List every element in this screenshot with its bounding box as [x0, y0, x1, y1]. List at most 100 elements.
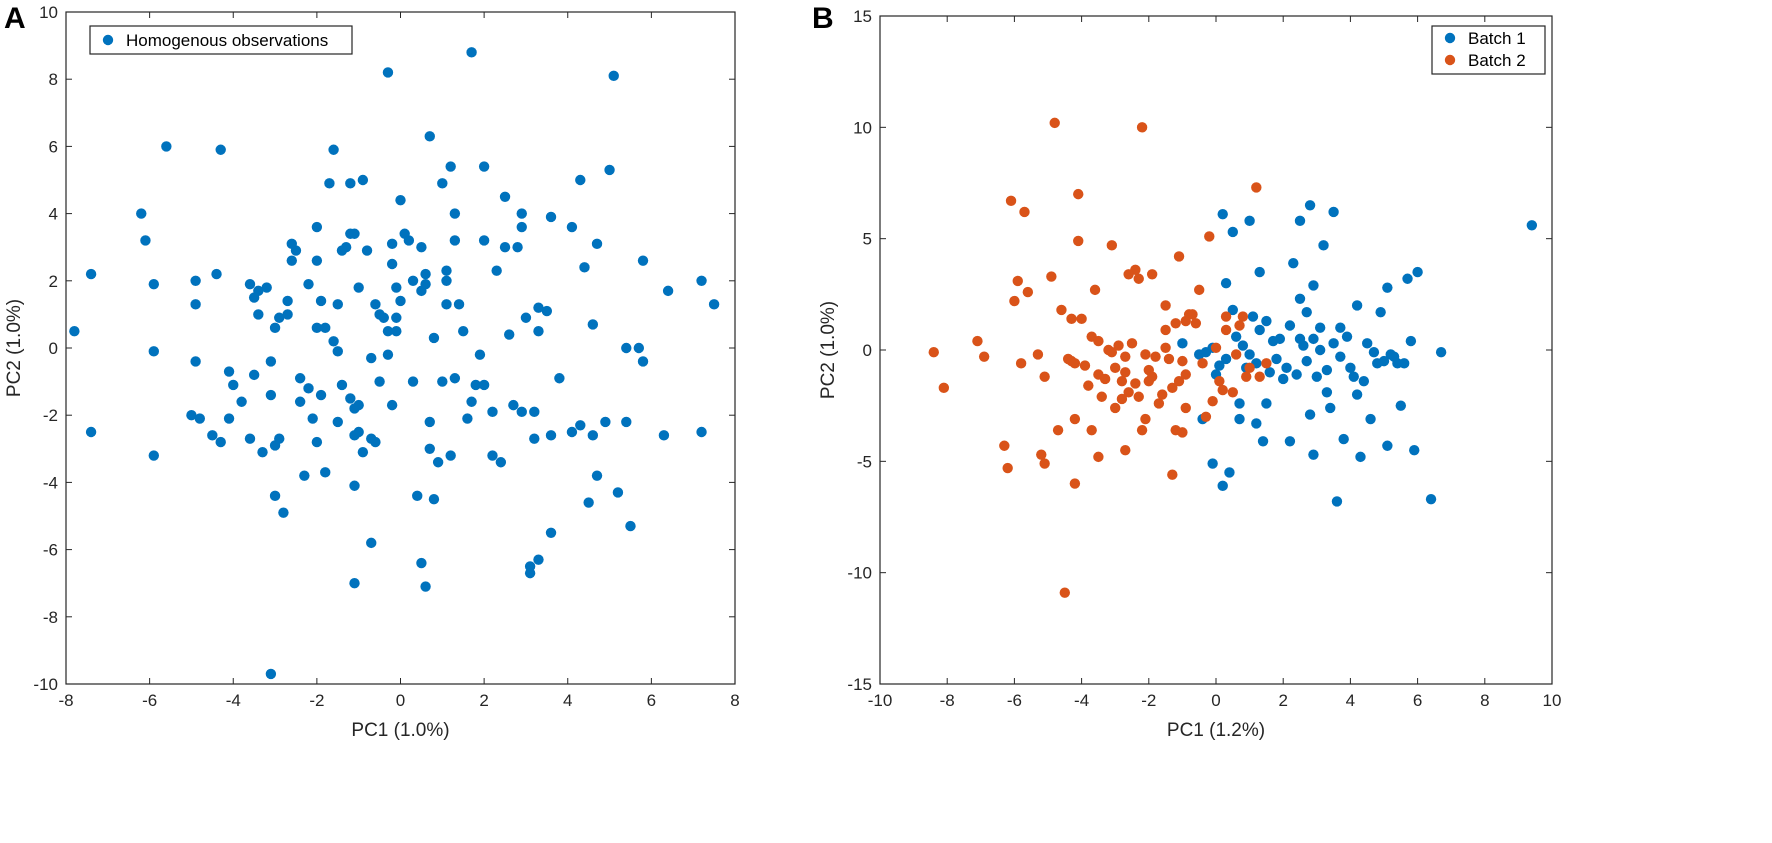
panel-a-data-point [340, 242, 352, 253]
panel-a-data-point [445, 161, 456, 172]
panel-a-data-point [366, 537, 377, 549]
panel-b-ytick-label: -10 [847, 564, 872, 583]
panel-a-data-point [529, 406, 540, 418]
panel-b-data-point [1278, 373, 1289, 385]
panel-b-data-point [1177, 355, 1188, 367]
panel-a-data-point [382, 349, 394, 360]
panel-a-legend-box [89, 25, 353, 55]
panel-a-data-point [520, 312, 532, 323]
panel-b-data-point [1261, 358, 1272, 369]
panel-b-data-point [1032, 349, 1044, 360]
panel-a-data-point [136, 208, 147, 219]
panel-a-data-point [290, 245, 302, 256]
panel-b-data-point [1304, 409, 1316, 420]
panel-b-data-point [1106, 347, 1118, 358]
panel-b-data-point [1136, 424, 1148, 436]
panel-b-data-point [1234, 320, 1245, 331]
panel-b-data-point [1325, 402, 1336, 414]
panel-a-data-point [386, 399, 398, 411]
panel-b-data-point [1214, 360, 1225, 371]
panel-a-data-point [190, 275, 201, 286]
panel-a-data-point [257, 446, 268, 458]
panel-b-data-point [1368, 347, 1380, 358]
panel-b-data-point [1251, 182, 1262, 193]
panel-b-data-point [1066, 313, 1077, 325]
panel-b-data-point [1348, 371, 1359, 382]
panel-a-data-point [349, 578, 360, 589]
panel-a-data-point [386, 258, 398, 270]
panel-a-data-point [374, 376, 385, 387]
panel-b-data-point [1328, 338, 1339, 349]
panel-a-data-point [274, 433, 285, 444]
panel-a-data-point [449, 373, 461, 384]
panel-a-data-point [386, 238, 398, 250]
panel-b-legend-label: Batch 2 [1468, 51, 1526, 70]
panel-a-data-point [282, 309, 293, 320]
panel-b-data-point [1009, 295, 1020, 307]
panel-a-data-point [437, 178, 448, 189]
panel-b-data-point [1173, 375, 1185, 387]
panel-b-data-point [1022, 286, 1034, 298]
panel-a-data-point [85, 426, 97, 438]
panel-b-data-point [1301, 306, 1312, 318]
panel-a-data-point [253, 309, 264, 320]
panel-a-data-point [215, 436, 226, 448]
panel-a-data-point [637, 255, 649, 266]
panel-b-data-point [1036, 449, 1047, 460]
panel-a-data-point [420, 581, 431, 592]
panel-a-data-point [324, 178, 335, 189]
panel-a-data-point [587, 319, 599, 330]
panel-b-data-point [1190, 318, 1202, 329]
panel-a-data-point [311, 221, 323, 233]
panel-b-data-point [1244, 362, 1255, 374]
panel-b-ytick-label: 15 [853, 7, 872, 26]
panel-b-legend-label: Batch 1 [1468, 29, 1526, 48]
panel-b-data-point [1301, 355, 1312, 367]
panel-b-ytick-label: 10 [853, 118, 872, 137]
panel-a-data-point [223, 413, 235, 424]
panel-a-data-point [637, 356, 649, 367]
panel-b-data-point [1308, 449, 1319, 460]
panel-b-data-point [1180, 369, 1191, 380]
panel-a-data-point [253, 285, 264, 297]
panel-a-data-point [579, 262, 590, 273]
panel-a-data-point [140, 235, 151, 246]
panel-a-data-point [533, 326, 544, 337]
panel-b-data-point [1177, 427, 1188, 438]
panel-a-data-point [449, 208, 461, 219]
panel-b-data-point [1304, 200, 1316, 211]
panel-b-data-point [1120, 445, 1131, 456]
panel-a-data-point [85, 268, 97, 280]
panel-a-data-point [332, 346, 343, 357]
panel-b-data-point [1083, 380, 1094, 391]
panel-b-letter: B [812, 2, 834, 35]
panel-b-data-point [1351, 300, 1363, 311]
panel-b-data-point [1308, 280, 1319, 291]
panel-a-data-point [311, 436, 323, 448]
panel-a-data-point [278, 507, 289, 518]
panel-b-data-point [1261, 398, 1272, 409]
panel-b-data-point [1133, 273, 1144, 284]
panel-b-data-point [1113, 340, 1124, 351]
panel-a-data-point [516, 208, 527, 219]
panel-b-data-point [1120, 351, 1131, 362]
panel-b-data-point [1237, 340, 1249, 351]
panel-a-data-point [420, 268, 431, 280]
panel-b-data-point [1308, 333, 1319, 345]
panel-b-data-point [978, 351, 990, 362]
panel-a-data-point [248, 369, 260, 381]
panel-b-data-point [1382, 282, 1393, 293]
panel-b-y-axis-label: PC2 (1.0%) [818, 301, 839, 399]
panel-a-data-point [294, 373, 306, 384]
panel-b-data-point [1241, 371, 1252, 382]
panel-b-data-point [1146, 269, 1158, 280]
panel-a-data-point [357, 174, 369, 186]
panel-b-data-point [1130, 378, 1141, 389]
panel-a-xtick-label: 2 [479, 691, 488, 710]
panel-a-ytick-label: 0 [49, 339, 58, 358]
panel-b-data-point [1194, 284, 1205, 296]
panel-b-data-point [1318, 240, 1329, 251]
panel-b-data-point [1358, 375, 1370, 387]
